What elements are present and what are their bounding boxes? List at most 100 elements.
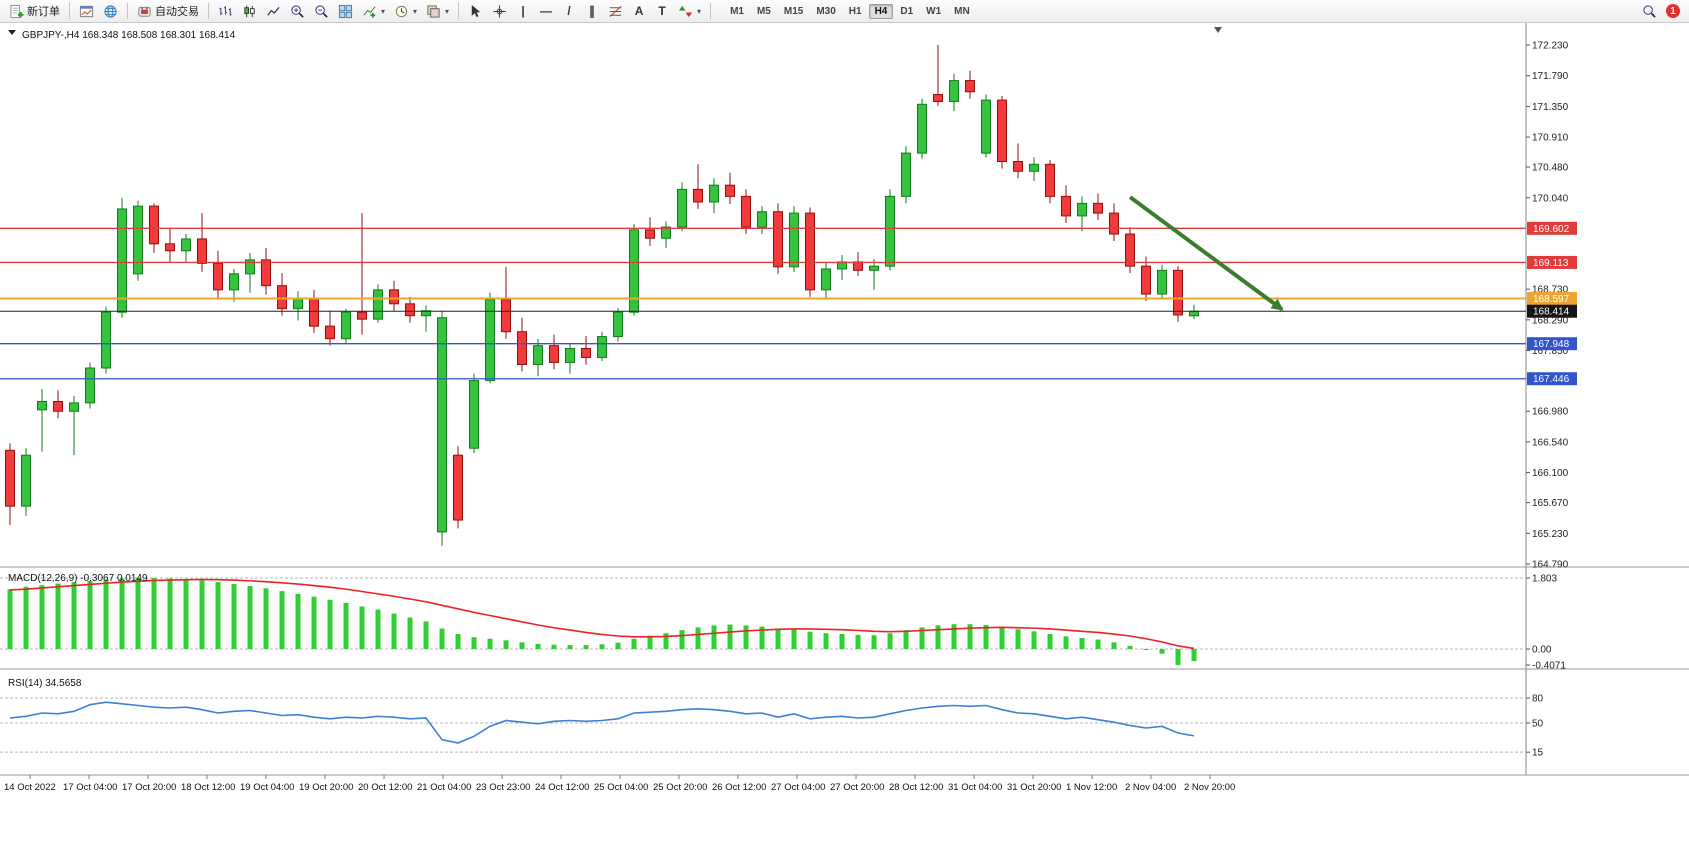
zoom-out-button[interactable] [310, 1, 333, 22]
new-order-button[interactable]: 新订单 [5, 1, 64, 22]
crosshair-tool-button[interactable] [488, 1, 511, 22]
svg-text:170.040: 170.040 [1532, 193, 1569, 204]
svg-text:167.446: 167.446 [1533, 374, 1570, 385]
arrows-icon [678, 5, 693, 17]
channel-tool-button[interactable]: ∥ [581, 1, 603, 22]
svg-text:17 Oct 20:00: 17 Oct 20:00 [122, 782, 176, 793]
arrows-tool-button[interactable]: ▾ [674, 1, 705, 22]
label-tool-button[interactable]: T [651, 1, 673, 22]
new-order-icon [10, 4, 24, 18]
svg-text:31 Oct 04:00: 31 Oct 04:00 [948, 782, 1002, 793]
symbol-ohlc-line: GBPJPY-,H4 168.348 168.508 168.301 168.4… [22, 30, 236, 41]
svg-text:172.230: 172.230 [1532, 41, 1569, 52]
svg-text:50: 50 [1532, 719, 1544, 730]
svg-text:27 Oct 04:00: 27 Oct 04:00 [771, 782, 825, 793]
chart-shift-marker[interactable] [1214, 27, 1222, 33]
time-axis[interactable]: 14 Oct 2022 17 Oct 04:00 17 Oct 20:00 18 Oc… [4, 775, 1235, 793]
zoom-in-button[interactable] [286, 1, 309, 22]
channel-icon: ∥ [589, 4, 596, 18]
label-tool-icon: T [658, 4, 666, 18]
timeframe-D1[interactable]: D1 [900, 5, 914, 17]
svg-text:80: 80 [1532, 694, 1544, 705]
svg-text:168.290: 168.290 [1532, 315, 1569, 326]
zoom-in-icon [291, 4, 304, 18]
timeframe-M1[interactable]: M1 [730, 5, 744, 17]
one-click-trading-arrow[interactable] [8, 30, 16, 35]
crosshair-icon [493, 4, 506, 18]
macd-label: MACD(12,26,9) -0.3067 0.0149 [8, 573, 148, 584]
svg-text:166.980: 166.980 [1532, 407, 1569, 418]
templates-button[interactable]: ▾ [422, 1, 453, 22]
notification-badge[interactable]: 1 [1666, 4, 1680, 18]
timeframe-W1[interactable]: W1 [926, 5, 942, 17]
candlestick-chart-type-button[interactable] [238, 1, 261, 22]
svg-text:25 Oct 20:00: 25 Oct 20:00 [653, 782, 707, 793]
search-button[interactable] [1638, 1, 1661, 22]
svg-text:2 Nov 04:00: 2 Nov 04:00 [1125, 782, 1176, 793]
text-tool-button[interactable]: A [628, 1, 650, 22]
chart-canvas[interactable]: 172.230 171.790 171.350 170.910 170.480 170.0… [0, 23, 1689, 860]
toolbar-separator [458, 3, 460, 19]
bar-chart-type-button[interactable] [214, 1, 237, 22]
indicators-icon [363, 6, 376, 18]
svg-text:27 Oct 20:00: 27 Oct 20:00 [830, 782, 884, 793]
horizontal-line-tool-button[interactable]: — [535, 1, 557, 22]
timeframe-M30[interactable]: M30 [816, 5, 836, 17]
bar-chart-icon [219, 5, 232, 16]
fibonacci-tool-button[interactable] [604, 1, 627, 22]
svg-text:167.850: 167.850 [1532, 346, 1569, 357]
svg-text:170.910: 170.910 [1532, 133, 1569, 144]
toolbar-separator [710, 3, 712, 19]
svg-text:18 Oct 12:00: 18 Oct 12:00 [181, 782, 235, 793]
svg-text:14 Oct 2022: 14 Oct 2022 [4, 782, 56, 793]
tile-windows-icon [338, 4, 353, 18]
cursor-icon [471, 4, 481, 17]
svg-text:19 Oct 20:00: 19 Oct 20:00 [299, 782, 353, 793]
timeframe-H1[interactable]: H1 [848, 5, 862, 17]
tile-windows-button[interactable] [334, 1, 357, 22]
periods-button[interactable]: ▾ [390, 1, 421, 22]
toolbar: 新订单 自动交易 [0, 0, 1689, 23]
trend-arrow[interactable] [1128, 195, 1284, 311]
svg-text:166.540: 166.540 [1532, 437, 1569, 448]
timeframe-H4[interactable]: H4 [868, 3, 894, 19]
horizontal-level-lines[interactable] [0, 227, 1526, 380]
vertical-line-tool-button[interactable]: | [512, 1, 534, 22]
indicators-button[interactable]: ▾ [358, 1, 389, 22]
rsi-label: RSI(14) 34.5658 [8, 678, 82, 689]
new-chart-button[interactable] [75, 1, 98, 22]
svg-text:17 Oct 04:00: 17 Oct 04:00 [63, 782, 117, 793]
candlestick-chart-icon [244, 4, 255, 17]
globe-icon [104, 4, 117, 18]
cursor-tool-button[interactable] [464, 1, 487, 22]
line-chart-type-button[interactable] [262, 1, 285, 22]
profiles-button[interactable] [99, 1, 122, 22]
timeframe-M5[interactable]: M5 [756, 5, 771, 17]
trendline-tool-button[interactable]: / [558, 1, 580, 22]
svg-text:167.948: 167.948 [1533, 339, 1570, 350]
svg-text:31 Oct 20:00: 31 Oct 20:00 [1007, 782, 1061, 793]
auto-trading-button[interactable]: 自动交易 [133, 1, 203, 22]
svg-text:28 Oct 12:00: 28 Oct 12:00 [889, 782, 943, 793]
macd-histogram [7, 577, 1197, 666]
dropdown-arrow-icon: ▾ [697, 6, 702, 16]
auto-trading-icon [138, 6, 151, 17]
fibonacci-icon [609, 5, 622, 17]
chart-window: 172.230 171.790 171.350 170.910 170.480 170.0… [0, 23, 1689, 860]
svg-text:21 Oct 04:00: 21 Oct 04:00 [417, 782, 471, 793]
svg-text:171.350: 171.350 [1532, 102, 1569, 113]
svg-text:19 Oct 04:00: 19 Oct 04:00 [240, 782, 294, 793]
svg-text:169.602: 169.602 [1533, 224, 1570, 235]
toolbar-separator [127, 3, 128, 19]
timeframe-MN[interactable]: MN [954, 5, 970, 17]
price-axis[interactable]: 172.230 171.790 171.350 170.910 170.480 170.0… [1526, 41, 1577, 571]
svg-text:168.414: 168.414 [1533, 307, 1570, 318]
candles [5, 45, 1199, 546]
svg-text:0.00: 0.00 [1532, 645, 1552, 656]
svg-text:164.790: 164.790 [1532, 560, 1569, 571]
dropdown-arrow-icon: ▾ [381, 6, 386, 16]
auto-trading-label: 自动交易 [155, 6, 199, 18]
line-chart-icon [267, 6, 280, 16]
timeframe-M15[interactable]: M15 [783, 5, 804, 17]
svg-text:168.597: 168.597 [1533, 294, 1570, 305]
